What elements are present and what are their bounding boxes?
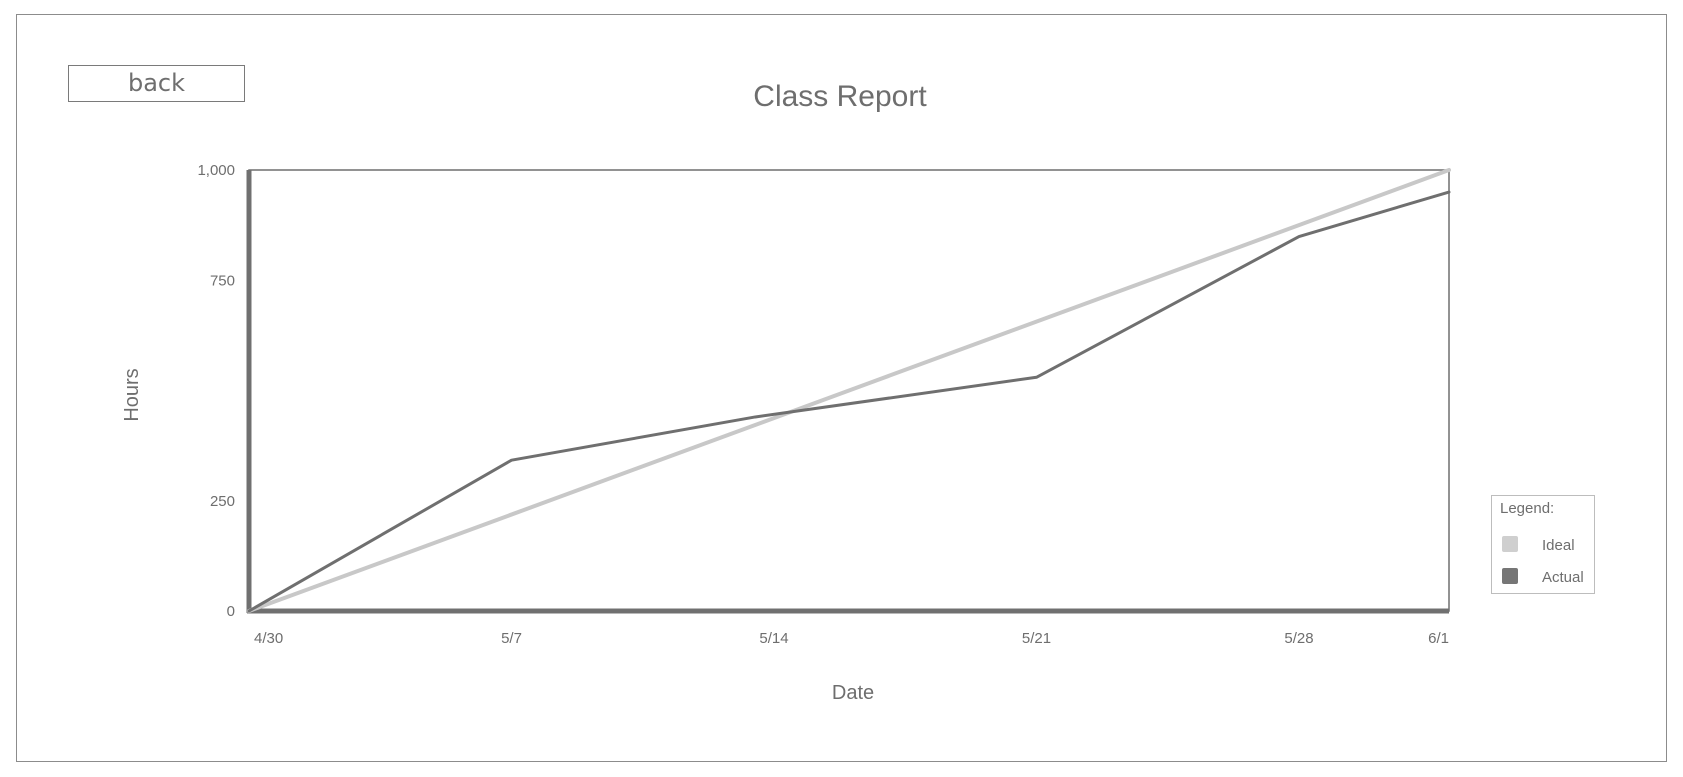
y-tick-label: 0 (227, 603, 235, 620)
legend-swatch-ideal (1502, 536, 1518, 552)
page-frame (16, 14, 1667, 762)
x-tick-label: 5/7 (501, 630, 522, 647)
legend-title: Legend: (1500, 500, 1555, 517)
chart-title: Class Report (753, 80, 927, 113)
x-tick-label: 5/28 (1284, 630, 1313, 647)
x-tick-label: 4/30 (254, 630, 283, 647)
series-line-actual (247, 190, 1451, 613)
y-tick-label: 750 (210, 272, 235, 289)
legend-swatch-actual (1502, 568, 1518, 584)
y-tick-label: 1,000 (197, 162, 235, 179)
series-line-ideal (247, 168, 1451, 613)
y-tick-label: 250 (210, 493, 235, 510)
legend: Legend: Ideal Actual (1491, 495, 1595, 594)
y-axis-label: Hours (121, 368, 143, 421)
x-axis-label: Date (832, 682, 874, 704)
x-tick-label: 6/1 (1428, 630, 1449, 647)
x-tick-label: 5/21 (1022, 630, 1051, 647)
back-button[interactable]: back (68, 65, 245, 102)
x-tick-label: 5/14 (759, 630, 788, 647)
legend-label-ideal: Ideal (1542, 537, 1575, 554)
legend-label-actual: Actual (1542, 569, 1584, 586)
